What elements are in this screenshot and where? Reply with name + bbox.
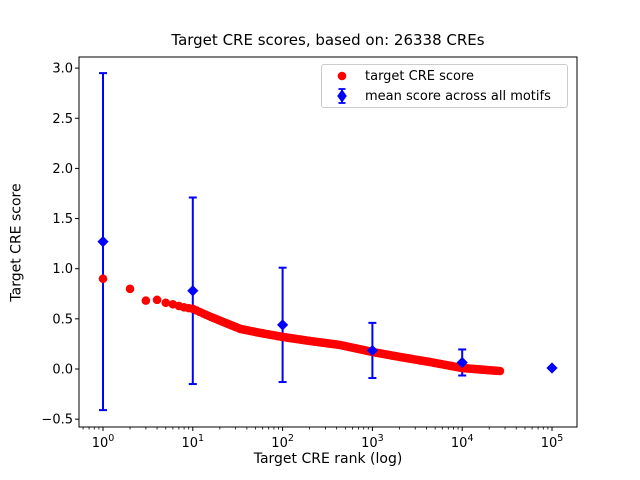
data-point-red — [161, 298, 171, 308]
x-tick-label: 101 — [182, 433, 205, 451]
data-point-mean-diamond — [187, 285, 199, 297]
data-point-red — [141, 296, 151, 305]
data-point-mean-diamond — [277, 319, 289, 331]
y-tick-label: 0.0 — [52, 363, 73, 378]
y-tick-label: 1.5 — [52, 212, 73, 227]
x-tick-label: 102 — [271, 433, 294, 451]
x-tick-label: 103 — [361, 433, 384, 451]
red-dot-marker-icon — [322, 67, 362, 85]
y-axis-label: Target CRE score — [8, 183, 25, 302]
data-point-mean-diamond — [546, 362, 558, 374]
legend-item-mean-score: mean score across all motifs — [322, 86, 567, 106]
legend-label: mean score across all motifs — [365, 88, 551, 104]
data-point-mean-diamond — [456, 356, 468, 369]
target-score-scatter-series — [98, 274, 505, 376]
legend-label: target CRE score — [365, 68, 475, 84]
data-point-red — [98, 274, 108, 284]
legend-box: target CRE score mean score across all m… — [321, 64, 568, 108]
blue-diamond-errorbar-marker-icon — [322, 87, 362, 105]
x-tick-label: 100 — [92, 433, 115, 451]
y-tick-label: −0.5 — [41, 413, 73, 428]
x-tick-label: 105 — [541, 433, 564, 451]
x-axis-minor-ticks — [82, 427, 549, 430]
data-point-red — [495, 366, 505, 376]
x-axis-label: Target CRE rank (log) — [253, 451, 403, 467]
y-tick-label: 2.5 — [52, 112, 73, 127]
chart-title: Target CRE scores, based on: 26338 CREs — [171, 31, 485, 49]
mean-score-diamonds — [97, 236, 558, 374]
y-tick-label: 1.0 — [52, 262, 73, 277]
y-tick-label: 3.0 — [52, 62, 73, 77]
y-tick-label: 2.0 — [52, 162, 73, 177]
x-axis-ticks: 100 101 102 103 104 105 — [92, 427, 564, 451]
data-point-red — [152, 295, 162, 305]
y-axis-ticks: −0.5 0.0 0.5 1.0 1.5 2.0 2.5 3.0 — [41, 62, 79, 428]
axes-spines — [78, 56, 578, 428]
x-tick-label: 104 — [451, 433, 474, 451]
data-point-red — [125, 284, 135, 294]
data-point-mean-diamond — [97, 236, 109, 248]
y-tick-label: 0.5 — [52, 312, 73, 327]
legend-item-target-score: target CRE score — [322, 66, 567, 86]
data-point-mean-diamond — [366, 344, 378, 357]
